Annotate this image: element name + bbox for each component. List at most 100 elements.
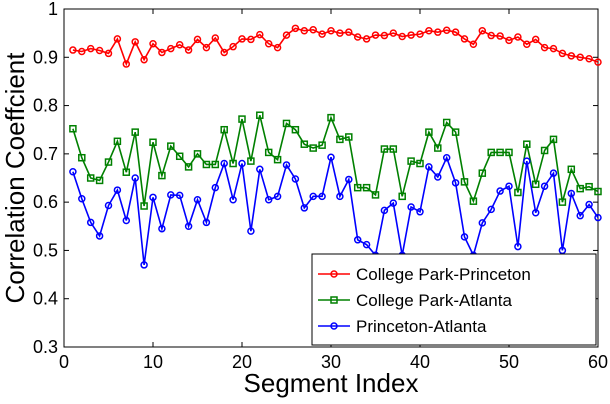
data-point [158,224,166,233]
data-point [425,26,433,35]
data-point [140,202,148,210]
data-point [318,141,326,149]
data-point [389,199,398,207]
data-point [256,30,264,39]
data-point [567,165,576,174]
data-point [175,40,184,49]
data-point [523,157,531,165]
data-point [104,158,113,166]
data-point [380,145,389,153]
data-point [514,188,522,197]
data-point [478,219,487,227]
data-point [505,36,513,45]
data-point [345,28,353,36]
data-point [442,118,451,127]
data-point [389,145,398,153]
data-point [540,43,549,52]
data-point [211,183,220,192]
data-point [540,146,549,155]
data-point [434,28,442,36]
series-line [72,155,599,266]
data-point [336,29,344,37]
data-point [345,133,353,141]
data-point [220,125,228,134]
data-point [256,165,264,174]
data-point [273,43,282,52]
data-point [78,153,86,162]
data-point [505,148,513,157]
data-point [594,58,602,66]
data-point [353,183,362,192]
legend-item: College Park-Atlanta [318,291,512,310]
data-point [78,195,86,203]
data-point [407,31,415,39]
data-point [478,26,487,35]
data-point [131,38,139,46]
data-point [264,40,273,48]
data-point [104,201,113,210]
data-point [336,135,344,144]
data-point [362,240,371,249]
data-point [585,54,593,63]
data-point [247,157,255,165]
legend-label: College Park-Atlanta [356,291,512,310]
data-point [282,161,291,169]
data-point [282,31,291,39]
legend-marker [330,322,338,330]
data-point [487,205,495,214]
data-point [487,31,495,40]
data-point [442,153,451,162]
data-point [220,159,228,168]
data-point [585,182,593,191]
data-point [247,227,255,235]
data-point [442,26,451,34]
data-point [362,183,371,192]
data-point [300,140,309,148]
data-point [496,32,504,40]
data-point [451,128,460,136]
data-point [264,148,273,157]
data-point [451,28,460,36]
data-point [247,35,255,44]
data-point [291,125,300,134]
y-tick-label: 0.8 [33,96,58,116]
data-point [175,191,184,200]
axis-ticks: 0 10 20 30 40 50 60 0.3 0.4 0.5 0.6 0.7 0.8 0.9 1 [33,0,608,372]
data-point [425,128,433,136]
data-point [549,169,558,177]
data-point [505,182,513,190]
data-point [327,26,335,35]
data-point [256,111,264,119]
data-point [193,150,202,158]
data-point [523,140,531,148]
data-point [398,192,406,201]
data-point [567,52,576,60]
data-point [345,175,353,184]
y-tick-label: 0.9 [33,47,58,67]
data-point [264,195,273,204]
data-point [122,60,131,68]
data-point [184,163,193,171]
data-point [523,40,531,48]
data-point [380,31,389,40]
data-point [327,153,335,161]
data-point [229,195,237,204]
data-point [300,26,309,35]
data-point [576,211,584,220]
data-point [95,46,104,55]
data-point [576,53,584,62]
x-tick-label: 40 [410,352,430,372]
data-point [300,204,309,212]
data-point [78,47,86,56]
legend-marker [330,270,338,278]
data-point [416,208,424,216]
series-1 [69,111,602,210]
data-point [416,159,424,168]
data-point [487,148,495,157]
data-point [291,175,300,183]
data-point [86,174,95,182]
x-tick-label: 10 [143,352,163,372]
data-point [594,213,602,222]
data-point [122,216,131,225]
